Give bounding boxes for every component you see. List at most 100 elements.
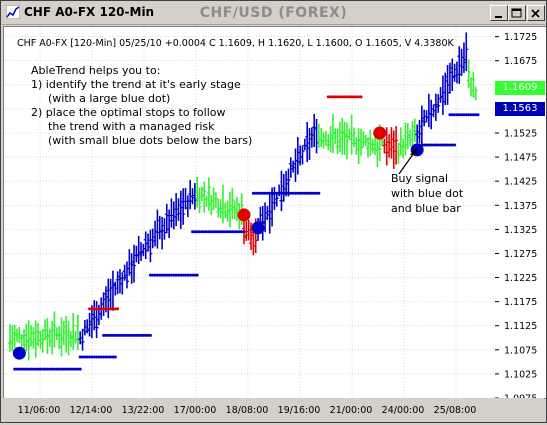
stop-dot (329, 95, 333, 99)
stop-dot (275, 191, 279, 195)
stop-dot (81, 355, 85, 359)
stop-dot (251, 191, 255, 195)
stop-dot (193, 273, 197, 277)
stop-dot (106, 307, 110, 311)
stop-dot (450, 113, 454, 117)
stop-dot (432, 143, 436, 147)
note-line-3: (with a large blue dot) (48, 92, 171, 105)
price-chart-svg (4, 27, 495, 399)
time-tick-label: 18/08:00 (226, 405, 269, 416)
stop-dot (200, 230, 204, 234)
price-tick-label: 1.1125 (504, 321, 537, 332)
stop-dot (186, 273, 190, 277)
stop-dot (155, 273, 159, 277)
stop-dot (223, 230, 227, 234)
stop-dot (464, 113, 468, 117)
stop-dot (453, 113, 457, 117)
stop-dot (141, 333, 145, 337)
stop-dot (102, 307, 106, 311)
stop-dot (331, 95, 335, 99)
stop-dot (41, 367, 45, 371)
stop-dot (116, 333, 120, 337)
stop-dot (191, 273, 195, 277)
stop-dot (261, 191, 265, 195)
time-tick-label: 24/00:00 (382, 405, 425, 416)
stop-dot (116, 307, 120, 311)
stop-dot (345, 95, 349, 99)
stop-dot (340, 95, 344, 99)
stop-dot (48, 367, 52, 371)
stop-dot (109, 333, 113, 337)
maximize-icon (511, 8, 522, 18)
stop-dot (36, 367, 40, 371)
stop-dot (78, 367, 82, 371)
stop-dot (265, 191, 269, 195)
stop-dot (71, 367, 75, 371)
signal-dot (373, 126, 387, 140)
stop-dot (67, 367, 70, 371)
stop-dot (212, 230, 216, 234)
stop-dot (291, 191, 295, 195)
minimize-button[interactable] (490, 5, 508, 21)
stop-dot (228, 230, 232, 234)
price-tick-label: 1.1425 (504, 177, 537, 188)
stop-dot (460, 113, 464, 117)
stop-dot (350, 95, 354, 99)
stop-dot (109, 355, 113, 359)
stop-dot (22, 367, 26, 371)
price-tick-label: 1.1475 (504, 153, 537, 164)
window-title: CHF A0-FX 120-Min (24, 5, 155, 19)
time-tick-label: 17/00:00 (174, 405, 217, 416)
stop-dot (172, 273, 176, 277)
stop-dot (43, 367, 47, 371)
stop-dot (132, 333, 136, 337)
stop-dot (169, 273, 173, 277)
stop-dot (207, 230, 211, 234)
note-line-1: AbleTrend helps you to: (31, 64, 161, 77)
stop-dot (270, 191, 274, 195)
stop-dot (92, 307, 96, 311)
stop-dot (137, 333, 141, 337)
stop-dot (120, 333, 124, 337)
stop-dot (455, 113, 459, 117)
time-tick-label: 11/06:00 (18, 405, 61, 416)
price-tick-label: 1.1325 (504, 225, 537, 236)
stop-dot (357, 95, 361, 99)
maximize-button[interactable] (508, 5, 526, 21)
stop-dot (226, 230, 230, 234)
price-tick-label: 1.1675 (504, 56, 537, 67)
stop-dot (45, 367, 49, 371)
stop-dot (64, 367, 68, 371)
note-line-2: 1) identify the trend at it's early stag… (31, 78, 241, 91)
stop-dot (441, 143, 445, 147)
stop-dot (139, 333, 143, 337)
time-axis: 11/06:00 12/14:00 13/22:00 17/00:00 18/08:00… (3, 398, 544, 421)
stop-dot (219, 230, 223, 234)
stop-dot (286, 191, 290, 195)
stop-dot (436, 143, 440, 147)
stop-dot (148, 273, 152, 277)
stop-dot (195, 273, 199, 277)
stop-dot (27, 367, 31, 371)
price-plot[interactable] (3, 26, 496, 399)
stop-dot (148, 333, 152, 337)
stop-dot (146, 333, 150, 337)
stop-dot (471, 113, 475, 117)
stop-dot (338, 95, 342, 99)
stop-dot (193, 230, 197, 234)
title-bar[interactable]: CHF A0-FX 120-Min CHF/USD (FOREX) (2, 2, 545, 25)
close-button[interactable] (527, 5, 545, 21)
stop-dot (76, 367, 80, 371)
stop-dot (95, 307, 99, 311)
stop-dot (333, 95, 337, 99)
stop-dot (69, 367, 73, 371)
signal-dot (12, 346, 26, 360)
stop-dot (59, 367, 63, 371)
stop-dot (90, 355, 94, 359)
stop-dot (109, 307, 113, 311)
stop-dot (74, 367, 78, 371)
stop-dot (106, 333, 110, 337)
stop-dot (106, 355, 110, 359)
last-price-tag: 1.1609 (495, 81, 545, 95)
stop-dot (293, 191, 297, 195)
